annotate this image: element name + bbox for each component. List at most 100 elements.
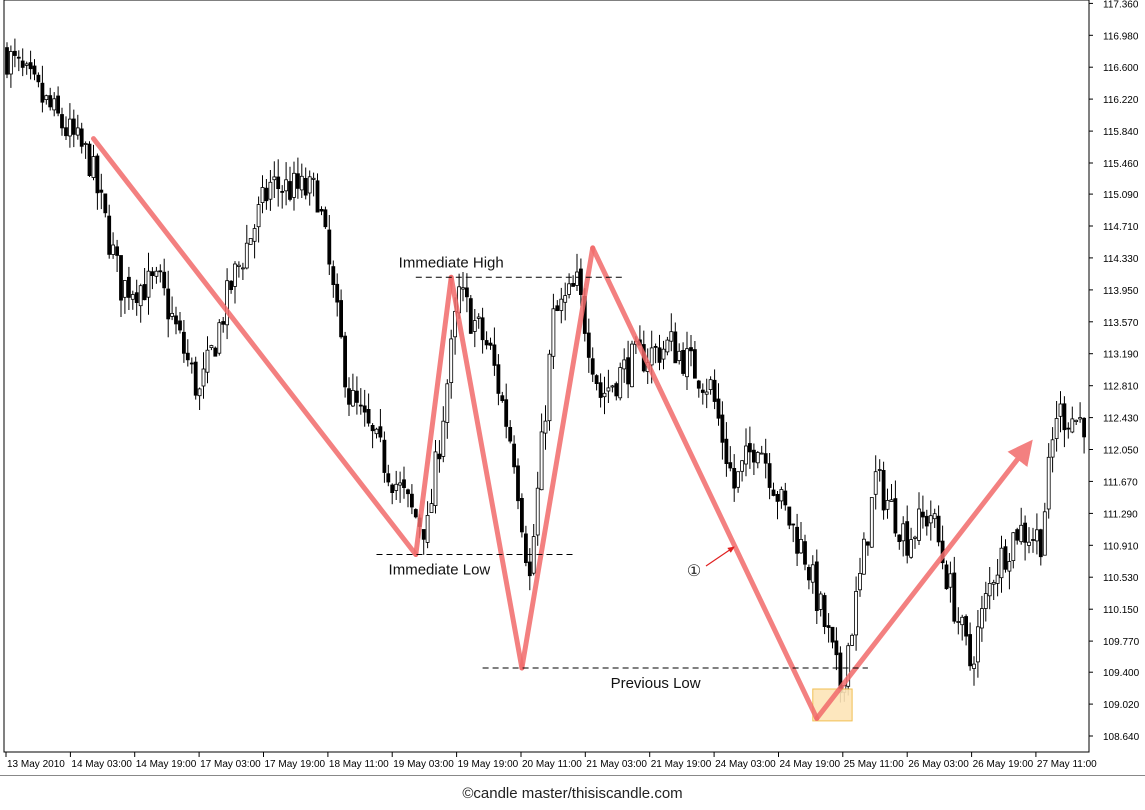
price-tick-label: 113.570: [1103, 318, 1139, 329]
time-tick-label: 17 May 03:00: [200, 759, 261, 770]
candle-bear: [767, 463, 772, 488]
candle-bear: [803, 541, 807, 565]
time-tick-label: 14 May 03:00: [71, 759, 132, 770]
candle-bull: [476, 316, 481, 319]
candle-bull: [52, 98, 57, 111]
candle-bear: [142, 284, 147, 301]
candle-bull: [932, 513, 937, 520]
candle-bull: [704, 391, 709, 395]
candle-bear: [752, 449, 756, 463]
candle-bull: [740, 460, 744, 472]
candle-bull: [928, 515, 933, 524]
candle-bear: [288, 181, 292, 200]
candle-bull: [531, 536, 536, 574]
candle-bear: [5, 47, 9, 75]
candle-bull: [602, 392, 607, 398]
plot-border: [3, 0, 1090, 753]
candle-bear: [952, 572, 957, 622]
candle-bull: [244, 242, 249, 269]
price-tick-label: 109.020: [1103, 700, 1140, 711]
candle-bear: [303, 177, 308, 196]
candle-bull: [630, 343, 634, 388]
candle-bull: [91, 156, 96, 178]
candle-bear: [795, 526, 799, 554]
candle-bull: [449, 338, 454, 383]
candle-bull: [567, 283, 571, 295]
candle-bull: [736, 471, 740, 488]
candle-bear: [524, 533, 528, 564]
candle-bull: [665, 339, 670, 353]
candle-bull: [913, 536, 917, 539]
time-tick-label: 27 May 11:00: [1037, 759, 1097, 770]
time-tick-label: 21 May 19:00: [651, 759, 712, 770]
candle-bear: [732, 467, 737, 489]
candle-bear: [87, 143, 92, 177]
candle-bear: [323, 209, 328, 228]
candle-bull: [606, 387, 611, 392]
candle-bull: [661, 348, 666, 360]
candle-bull: [759, 452, 764, 455]
candle-bull: [995, 574, 1000, 584]
candle-bull: [575, 271, 579, 286]
candle-bear: [893, 498, 898, 534]
candle-bear: [1003, 546, 1008, 570]
candle-bear: [174, 315, 178, 325]
candle-bear: [924, 515, 929, 527]
candle-bear: [826, 625, 831, 628]
level-label: Immediate Low: [389, 562, 491, 579]
candle-bear: [771, 489, 776, 496]
candle-bull: [779, 489, 784, 502]
candle-bull: [248, 238, 253, 245]
candle-bear: [12, 50, 17, 56]
candle-bull: [976, 626, 980, 663]
candle-bear: [696, 380, 701, 389]
candle-bull: [472, 320, 477, 332]
price-tick-label: 112.810: [1103, 382, 1139, 393]
candle-bear: [115, 246, 119, 256]
pattern-line-2: [413, 274, 454, 557]
candle-bull: [810, 564, 815, 583]
candle-bull: [948, 573, 953, 588]
price-tick-label: 114.710: [1103, 222, 1139, 233]
time-tick-label: 19 May 19:00: [458, 759, 519, 770]
candle-bear: [681, 349, 685, 374]
time-tick-label: 24 May 03:00: [715, 759, 776, 770]
candle-bear: [897, 534, 902, 542]
candle-bear: [343, 335, 348, 388]
candle-bull: [350, 389, 355, 407]
candle-bull: [217, 322, 222, 354]
candle-bull: [956, 621, 961, 623]
candle-bull: [559, 298, 564, 311]
price-tick-label: 111.670: [1103, 477, 1138, 488]
candle-bull: [862, 538, 866, 575]
candle-bear: [276, 176, 281, 190]
candle-bull: [972, 663, 976, 669]
candle-bear: [830, 626, 835, 643]
candle-bear: [791, 523, 796, 526]
candle-bear: [1023, 522, 1027, 543]
candle-bear: [1015, 529, 1020, 541]
candle-bear: [48, 95, 53, 108]
candle-bull: [24, 63, 29, 66]
candle-bear: [775, 493, 780, 502]
candle-bear: [496, 364, 501, 394]
candle-bear: [221, 321, 226, 325]
candle-bear: [71, 118, 76, 135]
candle-bear: [60, 114, 64, 129]
candle-bear: [520, 497, 524, 533]
price-tick-label: 116.980: [1103, 31, 1139, 42]
candle-bear: [716, 398, 721, 419]
candle-bear: [319, 208, 324, 212]
price-tick-label: 113.190: [1103, 350, 1139, 361]
candle-bull: [850, 634, 854, 646]
candle-bull: [1046, 456, 1051, 510]
candle-bear: [347, 388, 351, 405]
candle-bull: [877, 469, 882, 471]
candle-bear: [653, 345, 658, 348]
candle-bull: [551, 308, 556, 357]
marker-annotation: ①: [687, 546, 735, 580]
candle-bear: [193, 361, 198, 396]
candle-bear: [555, 305, 560, 311]
candle-bull: [685, 348, 689, 378]
candle-bull: [425, 515, 430, 543]
